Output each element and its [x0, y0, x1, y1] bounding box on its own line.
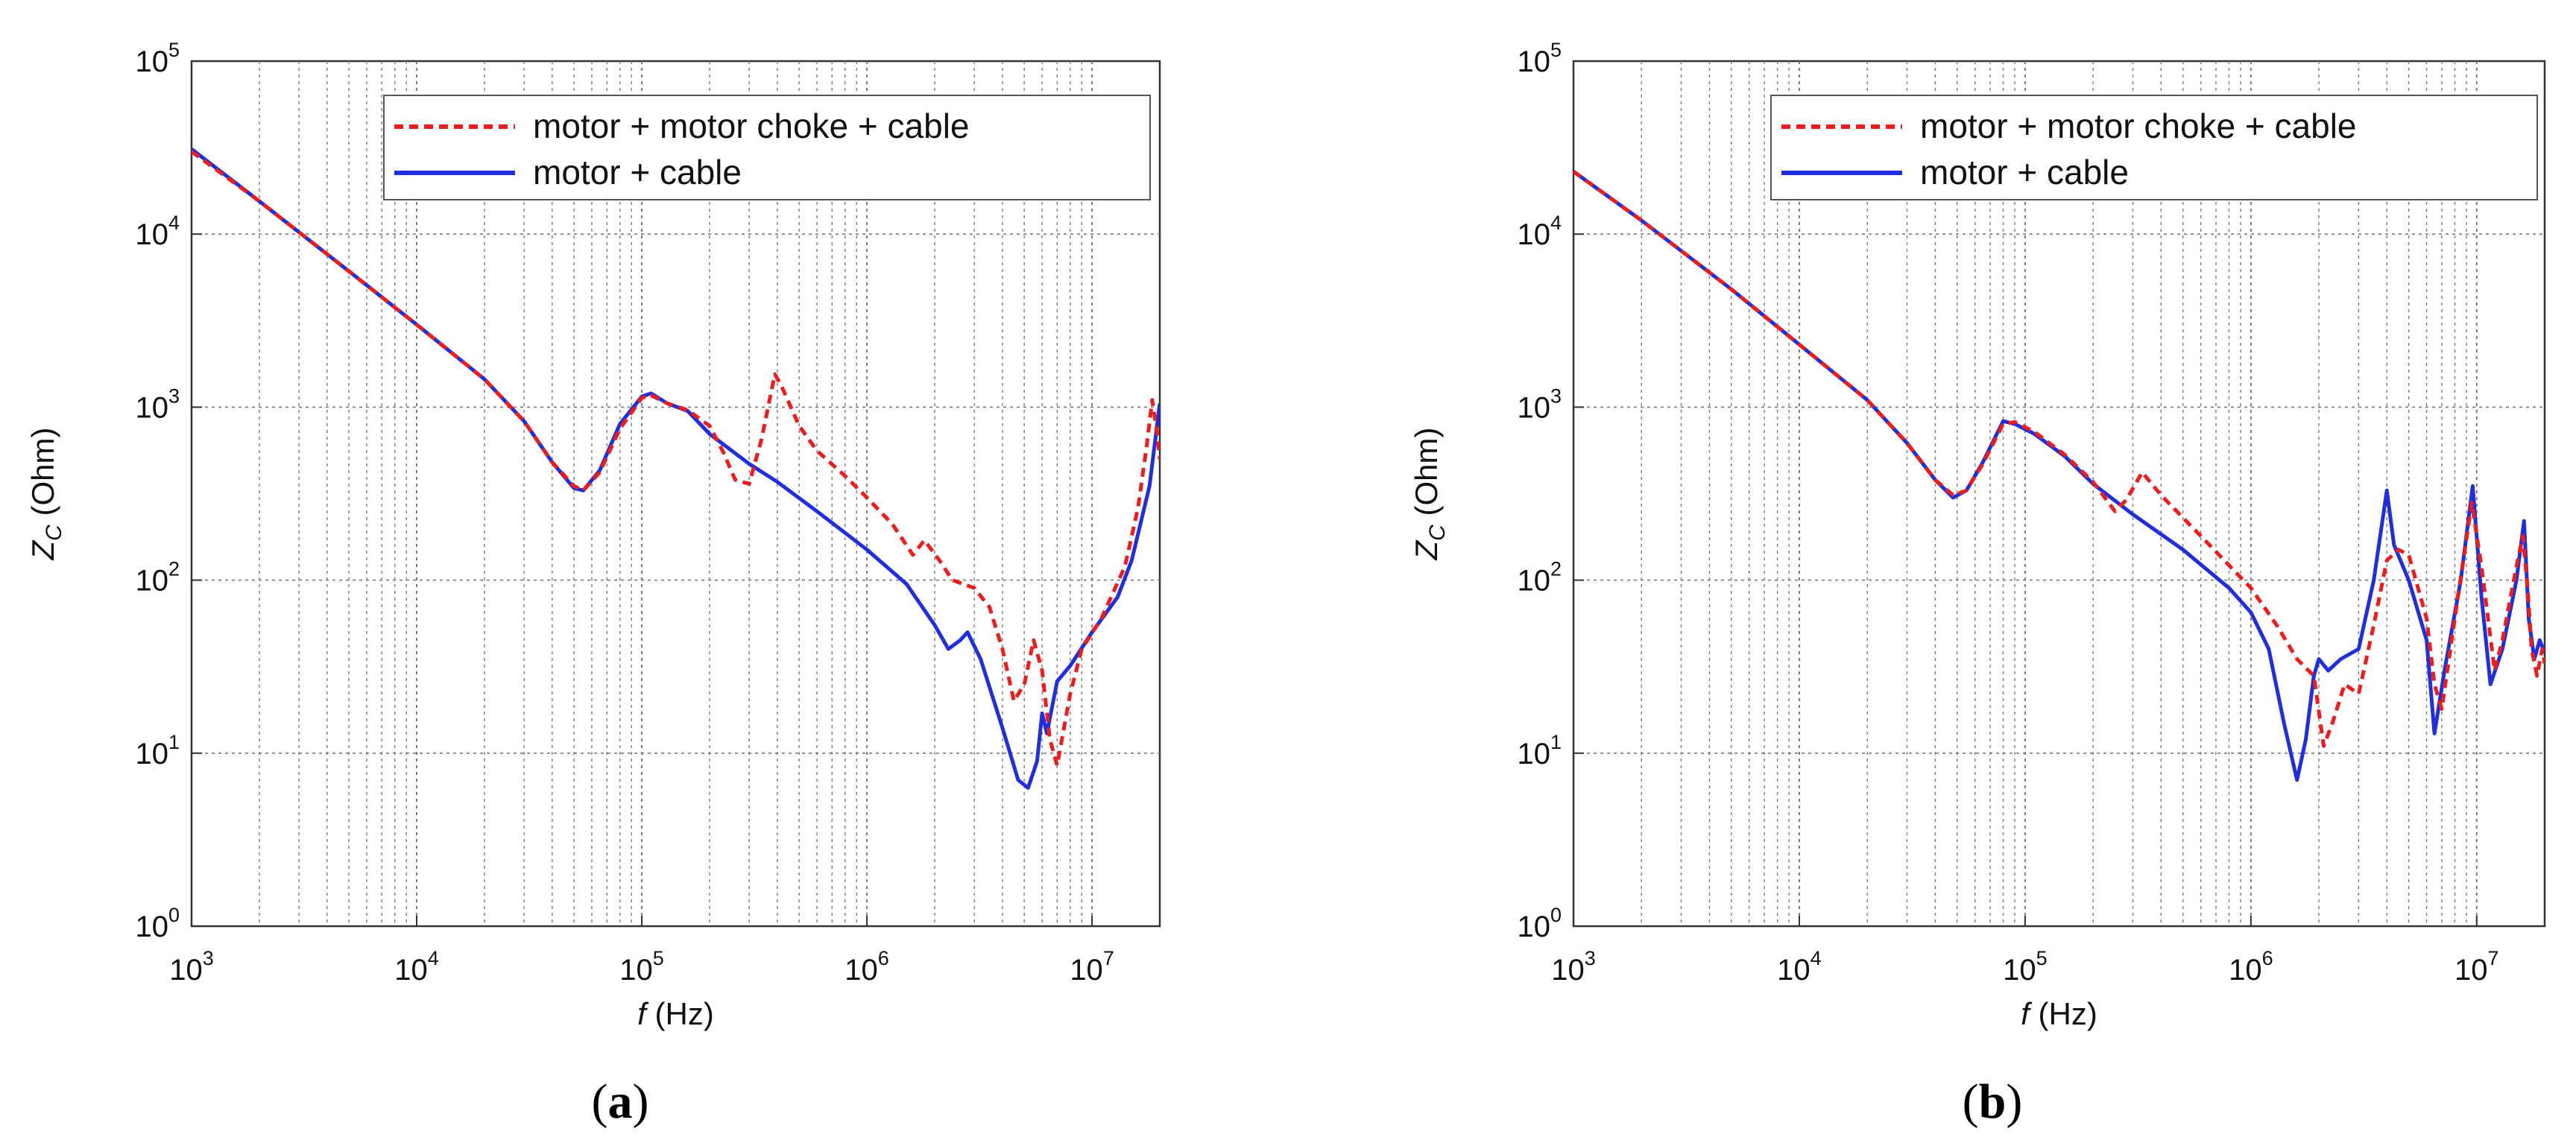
y-tick-exponent: 1	[1550, 731, 1562, 753]
series-line-motor-choke-cable	[1573, 170, 2545, 748]
caption-a: (a)	[592, 1074, 649, 1129]
series-line-motor-cable	[192, 148, 1160, 790]
y-tick-exponent: 4	[1550, 212, 1562, 234]
x-tick-exponent: 7	[2488, 947, 2499, 969]
x-tick-base: 10	[845, 954, 878, 987]
x-tick-exponent: 4	[428, 947, 439, 969]
y-tick-label: 103	[135, 384, 180, 424]
y-tick-label: 104	[135, 212, 180, 251]
x-tick-label: 103	[1551, 947, 1596, 987]
x-tick-label: 107	[1070, 947, 1114, 987]
legend-label: motor + cable	[533, 153, 742, 191]
y-axis-label-var: Z	[1409, 539, 1444, 560]
x-tick-base: 10	[1777, 954, 1811, 987]
plot-area	[190, 60, 1161, 928]
x-tick-base: 10	[2455, 954, 2488, 987]
x-tick-exponent: 5	[653, 947, 664, 969]
y-tick-base: 10	[1517, 738, 1550, 770]
y-tick-exponent: 4	[168, 212, 180, 234]
y-tick-base: 10	[135, 911, 168, 943]
x-tick-label: 103	[169, 947, 214, 987]
y-axis-label-unit: (Ohm)	[1409, 428, 1444, 525]
y-tick-exponent: 3	[168, 384, 180, 407]
y-tick-base: 10	[135, 218, 168, 251]
x-tick-label: 105	[619, 947, 664, 987]
y-tick-base: 10	[1517, 911, 1550, 943]
x-tick-exponent: 6	[878, 947, 889, 969]
y-tick-exponent: 1	[168, 731, 180, 753]
x-tick-base: 10	[169, 954, 203, 987]
x-tick-label: 105	[2003, 947, 2048, 987]
y-tick-label: 105	[135, 39, 180, 78]
caption-a-letter: a	[608, 1074, 633, 1129]
x-axis-label: f (Hz)	[637, 996, 714, 1031]
legend-box	[383, 95, 1151, 200]
x-tick-label: 106	[845, 947, 889, 987]
x-tick-base: 10	[1551, 954, 1585, 987]
y-tick-exponent: 2	[1550, 558, 1562, 580]
legend-label: motor + motor choke + cable	[533, 107, 970, 145]
y-tick-label: 100	[1517, 904, 1562, 943]
legend-box	[1770, 95, 2538, 200]
plot-area	[1572, 60, 2546, 928]
x-tick-label: 104	[394, 947, 439, 987]
y-tick-base: 10	[1517, 45, 1550, 78]
y-axis-label-sub: C	[1425, 525, 1450, 541]
y-tick-base: 10	[1517, 218, 1550, 251]
x-tick-base: 10	[619, 954, 653, 987]
y-axis-label-unit: (Ohm)	[25, 428, 60, 525]
y-tick-base: 10	[135, 565, 168, 598]
y-tick-label: 103	[1517, 384, 1562, 424]
y-axis-label-sub: C	[42, 525, 66, 541]
x-axis-label-unit: (Hz)	[2030, 996, 2097, 1031]
legend-label: motor + motor choke + cable	[1920, 107, 2357, 145]
y-tick-exponent: 0	[168, 904, 180, 926]
y-tick-label: 101	[135, 731, 180, 770]
y-tick-base: 10	[1517, 565, 1550, 598]
y-tick-base: 10	[1517, 391, 1550, 424]
x-tick-exponent: 5	[2036, 947, 2048, 969]
y-tick-base: 10	[135, 738, 168, 770]
y-tick-label: 102	[135, 558, 180, 598]
y-tick-base: 10	[135, 45, 168, 78]
y-tick-exponent: 0	[1550, 904, 1562, 926]
y-tick-label: 104	[1517, 212, 1562, 251]
x-tick-base: 10	[2229, 954, 2262, 987]
y-axis-label: ZC (Ohm)	[1409, 428, 1450, 561]
x-tick-base: 10	[1070, 954, 1103, 987]
y-axis-label-var: Z	[25, 539, 60, 560]
y-tick-exponent: 5	[168, 39, 180, 61]
y-tick-base: 10	[135, 391, 168, 424]
y-tick-label: 105	[1517, 39, 1562, 78]
y-tick-label: 102	[1517, 558, 1562, 598]
y-tick-exponent: 2	[168, 558, 180, 580]
x-tick-exponent: 7	[1103, 947, 1114, 969]
y-tick-exponent: 3	[1550, 384, 1562, 407]
x-tick-base: 10	[2003, 954, 2036, 987]
y-tick-label: 100	[135, 904, 180, 943]
legend-label: motor + cable	[1920, 153, 2129, 191]
x-tick-label: 106	[2229, 947, 2273, 987]
x-tick-label: 107	[2455, 947, 2499, 987]
x-tick-exponent: 3	[203, 947, 214, 969]
x-tick-base: 10	[394, 954, 428, 987]
x-tick-exponent: 6	[2262, 947, 2273, 969]
y-tick-exponent: 5	[1550, 39, 1562, 61]
caption-b: (b)	[1963, 1074, 2023, 1129]
y-tick-label: 101	[1517, 731, 1562, 770]
x-tick-label: 104	[1777, 947, 1822, 987]
x-tick-exponent: 3	[1585, 947, 1596, 969]
caption-b-letter: b	[1979, 1074, 2007, 1129]
x-axis-label: f (Hz)	[2021, 996, 2097, 1031]
series-line-motor-choke-cable	[192, 150, 1160, 767]
y-axis-label: ZC (Ohm)	[25, 428, 66, 561]
x-tick-exponent: 4	[1811, 947, 1822, 969]
x-axis-label-unit: (Hz)	[646, 996, 714, 1031]
